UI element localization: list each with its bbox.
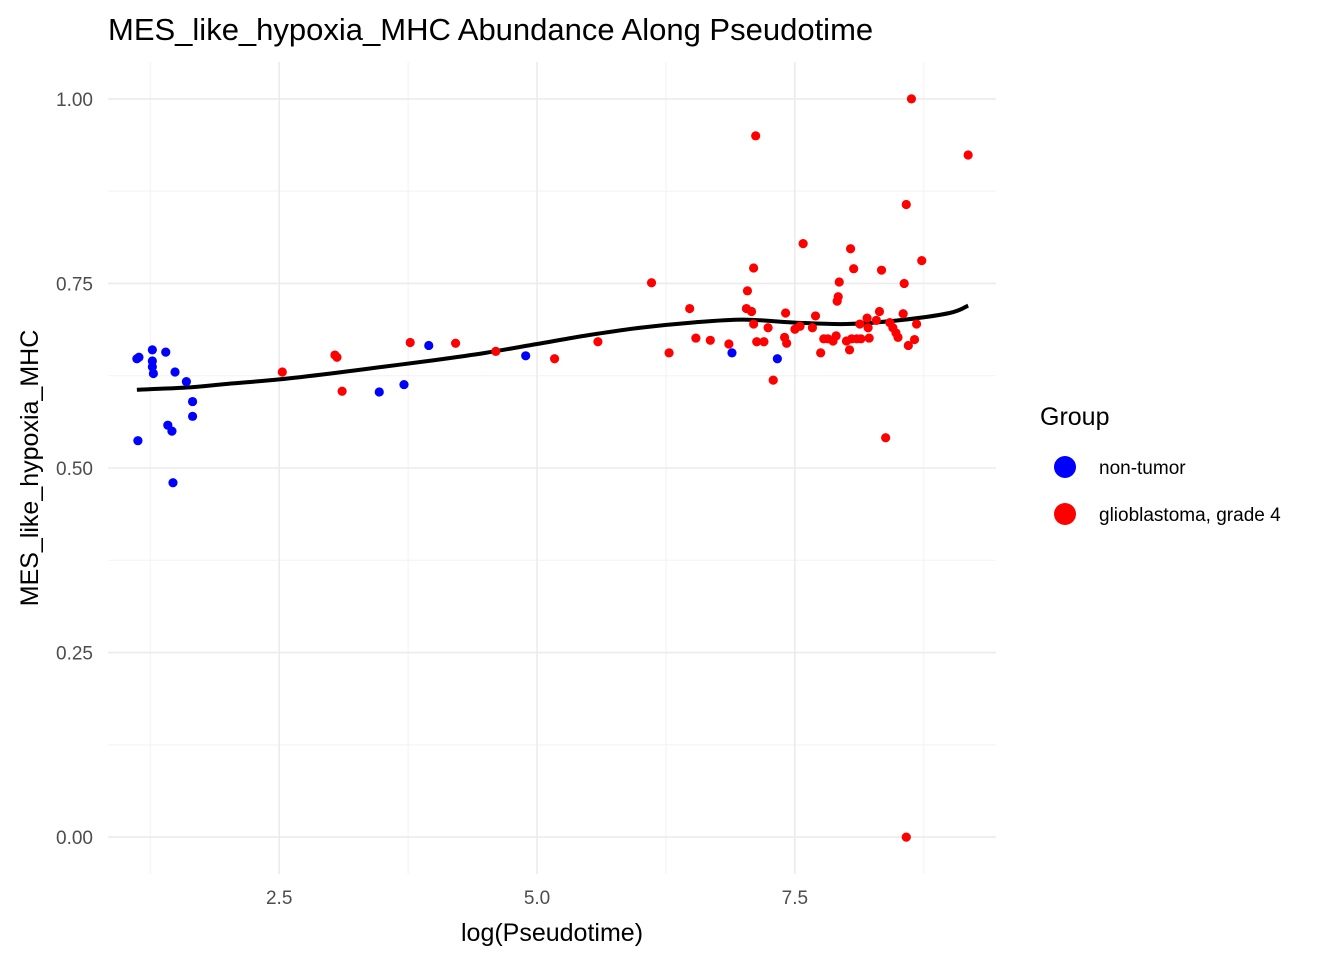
data-point bbox=[161, 347, 171, 357]
legend-title: Group bbox=[1040, 403, 1109, 431]
trend-line bbox=[136, 303, 969, 392]
data-point bbox=[781, 308, 791, 318]
data-point bbox=[911, 319, 922, 329]
data-point bbox=[893, 332, 903, 342]
data-point bbox=[181, 377, 191, 387]
data-point bbox=[424, 340, 434, 351]
y-tick-label: 0.25 bbox=[56, 644, 93, 665]
data-point bbox=[133, 436, 143, 446]
legend-label: glioblastoma, grade 4 bbox=[1099, 505, 1281, 526]
data-point bbox=[856, 334, 866, 344]
data-point bbox=[691, 333, 701, 343]
data-point bbox=[849, 264, 859, 274]
y-tick-labels: 0.00 0.25 0.50 0.75 1.00 bbox=[56, 90, 93, 849]
data-point bbox=[332, 352, 342, 362]
data-point bbox=[593, 337, 603, 347]
data-point bbox=[863, 323, 873, 333]
data-point bbox=[187, 396, 198, 407]
data-point bbox=[963, 150, 973, 160]
data-point bbox=[782, 338, 792, 348]
legend-label: non-tumor bbox=[1099, 458, 1186, 479]
data-point bbox=[906, 94, 917, 104]
data-point bbox=[751, 131, 761, 141]
y-tick-label: 0.50 bbox=[56, 459, 93, 480]
data-points bbox=[132, 94, 973, 842]
data-point bbox=[521, 351, 531, 361]
data-point bbox=[816, 348, 826, 358]
data-point bbox=[405, 337, 415, 348]
data-point bbox=[147, 345, 157, 355]
data-point bbox=[795, 321, 805, 331]
data-point bbox=[845, 244, 856, 254]
data-point bbox=[763, 323, 773, 333]
legend-entries: non-tumor glioblastoma, grade 4 bbox=[1054, 456, 1281, 526]
data-point bbox=[768, 375, 778, 385]
data-point bbox=[831, 331, 841, 341]
data-point bbox=[746, 306, 757, 317]
data-point bbox=[187, 411, 198, 421]
data-point bbox=[148, 368, 158, 379]
data-point bbox=[876, 265, 887, 275]
y-axis-label: MES_like_hypoxia_MHC bbox=[16, 330, 44, 607]
y-tick-label: 0.00 bbox=[56, 828, 93, 849]
data-point bbox=[664, 348, 674, 358]
legend-key bbox=[1054, 503, 1076, 525]
data-point bbox=[855, 319, 865, 329]
data-point bbox=[134, 352, 144, 362]
data-point bbox=[844, 345, 855, 355]
legend-key bbox=[1054, 456, 1076, 478]
trend-line-layer bbox=[136, 303, 969, 392]
data-point bbox=[277, 367, 287, 377]
data-point bbox=[874, 306, 885, 317]
data-point bbox=[759, 337, 769, 347]
y-tick-label: 0.75 bbox=[56, 274, 93, 295]
data-point bbox=[899, 278, 909, 289]
data-point bbox=[903, 340, 913, 351]
data-point bbox=[898, 309, 908, 319]
data-point bbox=[705, 335, 715, 345]
data-point bbox=[170, 367, 180, 377]
data-point bbox=[807, 323, 818, 333]
major-gridlines bbox=[108, 62, 996, 874]
data-point bbox=[450, 338, 461, 348]
data-point bbox=[862, 313, 872, 323]
x-tick-labels: 2.5 5.0 7.5 bbox=[266, 888, 808, 909]
data-point bbox=[337, 386, 347, 396]
data-point bbox=[685, 303, 695, 314]
x-axis-label: log(Pseudotime) bbox=[461, 919, 643, 947]
minor-gridlines bbox=[108, 62, 996, 874]
data-point bbox=[917, 255, 927, 266]
data-point bbox=[752, 337, 762, 347]
data-point bbox=[727, 348, 737, 358]
data-point bbox=[833, 292, 843, 302]
chart-title: MES_like_hypoxia_MHC Abundance Along Pse… bbox=[108, 12, 873, 47]
x-tick-label: 2.5 bbox=[266, 888, 292, 909]
data-point bbox=[646, 278, 657, 288]
data-point bbox=[168, 478, 178, 488]
data-point bbox=[724, 339, 734, 349]
data-point bbox=[864, 333, 874, 343]
data-point bbox=[742, 286, 753, 296]
data-point bbox=[834, 277, 844, 287]
data-point bbox=[810, 311, 821, 321]
x-tick-label: 5.0 bbox=[524, 888, 550, 909]
data-point bbox=[491, 346, 501, 356]
data-point bbox=[374, 387, 384, 397]
y-tick-label: 1.00 bbox=[56, 90, 93, 111]
data-point bbox=[881, 433, 891, 443]
data-point bbox=[871, 315, 881, 325]
legend: Group non-tumor glioblastoma, grade 4 bbox=[1040, 403, 1281, 526]
data-point bbox=[772, 354, 782, 364]
data-point bbox=[749, 263, 759, 273]
data-point bbox=[909, 334, 920, 345]
data-point bbox=[901, 199, 911, 210]
data-point bbox=[798, 238, 808, 249]
data-point bbox=[399, 379, 409, 390]
data-point bbox=[167, 426, 177, 436]
data-point bbox=[549, 354, 560, 364]
data-point bbox=[749, 319, 759, 329]
x-tick-label: 7.5 bbox=[782, 888, 808, 909]
data-point bbox=[901, 832, 911, 842]
